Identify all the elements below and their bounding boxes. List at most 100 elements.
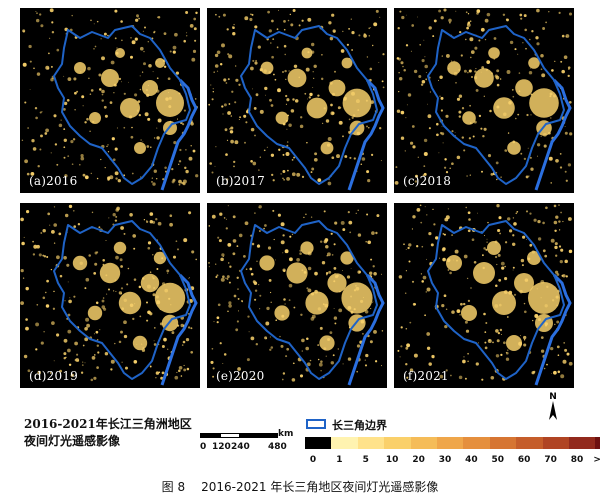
light-speck <box>424 314 426 317</box>
light-speck <box>467 229 471 233</box>
light-speck <box>551 373 553 374</box>
light-speck <box>459 314 461 316</box>
light-speck <box>350 268 352 269</box>
light-speck <box>107 144 109 146</box>
light-speck <box>127 267 130 270</box>
light-speck <box>180 323 184 328</box>
light-speck <box>318 362 323 367</box>
light-speck <box>288 283 293 288</box>
light-speck <box>303 271 307 274</box>
light-speck <box>68 204 73 209</box>
light-speck <box>469 174 471 176</box>
light-speck <box>128 115 133 119</box>
light-speck <box>494 255 498 259</box>
light-speck <box>141 348 146 352</box>
light-speck <box>533 218 537 222</box>
light-speck <box>155 218 158 221</box>
urban-light-core <box>514 273 534 293</box>
light-speck <box>142 346 145 349</box>
light-speck <box>451 130 454 133</box>
light-speck <box>155 371 160 375</box>
light-speck <box>508 290 513 295</box>
light-speck <box>330 103 333 107</box>
light-speck <box>546 285 549 289</box>
light-speck <box>149 271 152 273</box>
light-speck <box>327 137 332 141</box>
light-speck <box>456 155 461 160</box>
light-speck <box>22 30 25 33</box>
light-speck <box>409 368 414 372</box>
light-speck <box>37 370 42 375</box>
light-speck <box>230 139 234 144</box>
light-speck <box>306 142 308 144</box>
urban-light-core <box>328 79 346 97</box>
light-speck <box>470 75 474 79</box>
light-speck <box>367 178 371 183</box>
light-speck <box>195 258 198 261</box>
colorbar-tick: 70 <box>544 455 557 465</box>
light-speck <box>425 291 428 293</box>
light-speck <box>350 295 353 298</box>
light-speck <box>568 68 570 70</box>
light-speck <box>372 301 374 303</box>
light-speck <box>211 171 214 174</box>
light-speck <box>314 289 318 294</box>
light-speck <box>270 346 274 349</box>
light-speck <box>317 94 320 97</box>
light-speck <box>130 36 132 39</box>
light-speck <box>445 114 449 118</box>
light-speck <box>566 352 570 356</box>
light-speck <box>208 225 211 227</box>
light-speck <box>58 232 62 236</box>
light-speck <box>136 343 138 345</box>
light-speck <box>400 61 404 65</box>
light-speck <box>301 338 305 343</box>
light-speck <box>163 32 167 35</box>
light-speck <box>548 156 553 161</box>
light-speck <box>282 177 284 179</box>
light-speck <box>423 165 426 167</box>
light-speck <box>368 35 371 37</box>
light-speck <box>106 145 108 148</box>
light-speck <box>554 229 557 233</box>
light-speck <box>250 127 255 132</box>
light-speck <box>96 177 99 180</box>
colorbar-swatch <box>357 437 385 449</box>
light-speck <box>351 91 355 96</box>
urban-light-core <box>320 141 334 155</box>
light-speck <box>361 332 364 335</box>
colorbar-swatch <box>542 437 569 449</box>
light-speck <box>398 72 400 74</box>
light-speck <box>465 11 468 14</box>
light-speck <box>35 11 37 13</box>
light-speck <box>400 110 405 115</box>
night-light-map <box>208 205 385 386</box>
light-speck <box>536 8 540 13</box>
light-speck <box>221 105 224 108</box>
light-speck <box>290 23 294 27</box>
light-speck <box>443 294 447 298</box>
light-speck <box>406 343 411 348</box>
light-speck <box>286 144 289 147</box>
light-speck <box>63 156 66 159</box>
light-speck <box>458 110 462 114</box>
yrd-boundary <box>427 25 565 185</box>
urban-light-core <box>528 57 540 69</box>
light-speck <box>190 145 192 147</box>
light-speck <box>419 44 421 46</box>
light-speck <box>178 369 181 373</box>
light-speck <box>239 376 241 379</box>
light-speck <box>369 271 373 275</box>
light-speck <box>271 19 274 23</box>
light-speck <box>540 349 545 353</box>
light-speck <box>522 42 524 44</box>
light-speck <box>304 92 307 95</box>
light-speck <box>320 370 322 372</box>
light-speck <box>244 221 249 226</box>
light-speck <box>554 323 556 326</box>
light-speck <box>299 252 302 255</box>
light-speck <box>465 38 467 41</box>
light-speck <box>357 233 362 237</box>
light-speck <box>509 40 514 45</box>
light-speck <box>348 326 351 329</box>
